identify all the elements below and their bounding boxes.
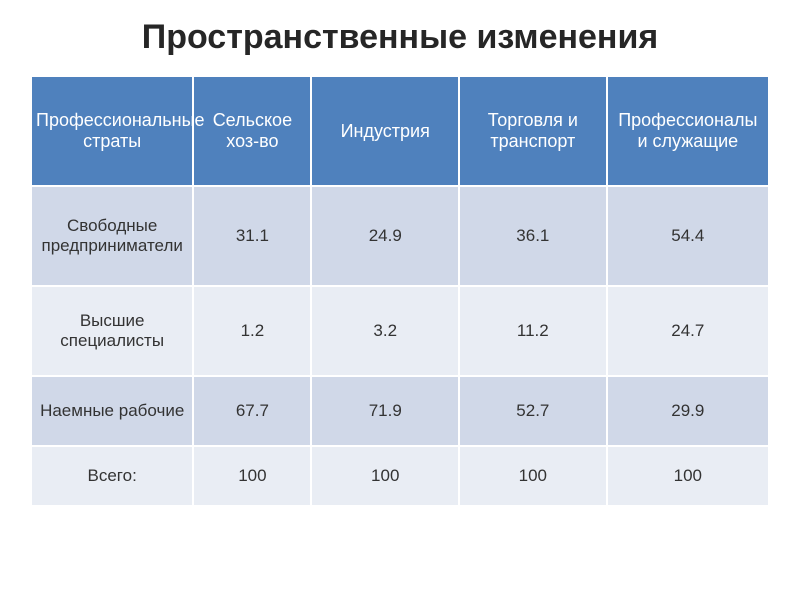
table-row: Высшие специалисты1.23.211.224.7 [31,286,769,376]
table-cell: 67.7 [193,376,311,446]
table-row: Наемные рабочие67.771.952.729.9 [31,376,769,446]
data-table: Профессиональные стратыСельское хоз-воИн… [30,75,770,507]
slide: Пространственные изменения Профессиональ… [0,0,800,600]
table-cell: 24.9 [311,186,459,286]
table-header-cell: Индустрия [311,76,459,186]
table-header-cell: Сельское хоз-во [193,76,311,186]
table-header-row: Профессиональные стратыСельское хоз-воИн… [31,76,769,186]
slide-title: Пространственные изменения [30,18,770,57]
table-cell: 24.7 [607,286,769,376]
table-row-label: Всего: [31,446,193,506]
table-header-cell: Торговля и транспорт [459,76,607,186]
table-cell: 52.7 [459,376,607,446]
table-cell: 71.9 [311,376,459,446]
table-cell: 54.4 [607,186,769,286]
table-header-cell: Профессионалы и служащие [607,76,769,186]
table-cell: 3.2 [311,286,459,376]
table-header-cell: Профессиональные страты [31,76,193,186]
table-row: Всего:100100100100 [31,446,769,506]
table-cell: 36.1 [459,186,607,286]
table-row: Свободные предприниматели31.124.936.154.… [31,186,769,286]
table-cell: 100 [311,446,459,506]
table-cell: 31.1 [193,186,311,286]
table-row-label: Наемные рабочие [31,376,193,446]
table-cell: 11.2 [459,286,607,376]
table-cell: 1.2 [193,286,311,376]
table-row-label: Свободные предприниматели [31,186,193,286]
table-cell: 100 [459,446,607,506]
table-cell: 29.9 [607,376,769,446]
table-cell: 100 [193,446,311,506]
table-cell: 100 [607,446,769,506]
table-row-label: Высшие специалисты [31,286,193,376]
